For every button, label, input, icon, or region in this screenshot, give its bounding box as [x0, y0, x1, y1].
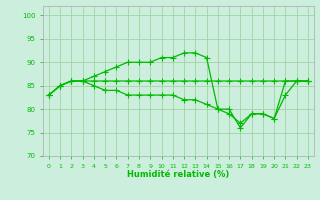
X-axis label: Humidité relative (%): Humidité relative (%): [127, 170, 229, 179]
